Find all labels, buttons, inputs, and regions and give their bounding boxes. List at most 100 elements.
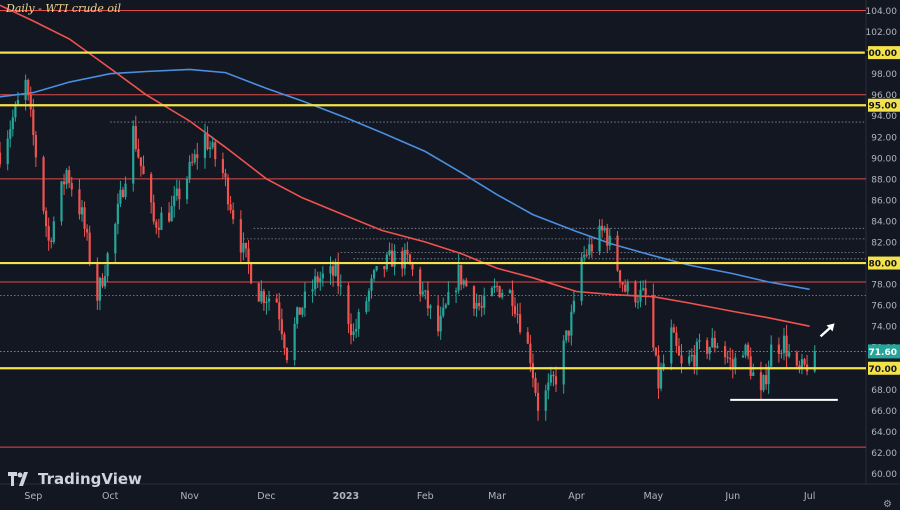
candle-body: [16, 99, 20, 105]
candle-body: [693, 355, 696, 367]
candle-body: [603, 227, 606, 231]
candle-body: [283, 334, 286, 349]
candle-body: [424, 290, 427, 292]
candle-body: [639, 289, 642, 302]
candle-body: [157, 227, 160, 230]
candle-body: [262, 291, 265, 304]
candle-body: [137, 149, 140, 158]
candle-body: [101, 277, 104, 287]
candle-body: [657, 355, 660, 389]
candle-body: [498, 286, 501, 298]
candle-body: [298, 307, 301, 315]
candle-body: [747, 344, 750, 357]
candle-body: [437, 305, 440, 332]
candle-body: [185, 178, 189, 200]
y-tick-label: 68.00: [871, 386, 897, 396]
candle-body: [132, 125, 135, 184]
candle-body: [68, 170, 71, 184]
candle-body: [547, 382, 550, 391]
candle-body: [734, 357, 737, 368]
candle-body: [339, 285, 342, 287]
candle-body: [570, 311, 573, 336]
candle-body: [32, 109, 35, 135]
candle-body: [544, 390, 547, 411]
candle-body: [249, 263, 253, 284]
candle-body: [221, 159, 225, 174]
tradingview-logo: TradingView: [8, 470, 142, 488]
candle-body: [465, 280, 468, 287]
candle-body: [785, 335, 788, 357]
candle-body: [9, 129, 12, 139]
candle-body: [280, 319, 283, 335]
candle-body: [764, 375, 768, 385]
candle-body: [672, 327, 675, 333]
candle-body: [42, 157, 45, 211]
candle-body: [601, 225, 604, 231]
x-tick-label: Jun: [724, 491, 740, 502]
x-tick-label: Dec: [257, 491, 275, 502]
candle-body: [508, 290, 511, 294]
candle-body: [588, 244, 591, 255]
candle-body: [121, 189, 125, 197]
candle-body: [301, 307, 304, 315]
x-tick-label: Sep: [24, 491, 42, 502]
candle-body: [65, 170, 68, 185]
candle-body: [457, 265, 460, 291]
y-tick-label: 78.00: [871, 281, 897, 291]
annotation-arrowhead-icon: [826, 323, 835, 332]
y-tick-label: 74.00: [871, 323, 897, 333]
level-badge-label: 100.00: [862, 49, 897, 59]
candle-body: [78, 189, 81, 215]
candle-body: [331, 266, 335, 276]
candle-body: [403, 249, 406, 269]
candle-body: [229, 204, 232, 211]
candle-body: [83, 207, 86, 229]
level-badge-label: 80.00: [869, 260, 897, 270]
y-tick-label: 96.00: [871, 91, 897, 101]
candle-body: [516, 313, 519, 315]
candle-body: [490, 287, 494, 296]
candle-body: [134, 125, 137, 150]
level-badge: [868, 46, 900, 60]
candle-body: [150, 174, 153, 203]
settings-gear-icon[interactable]: ⚙: [883, 499, 892, 510]
candle-body: [454, 290, 458, 293]
candle-body: [475, 302, 478, 309]
candle-body: [242, 242, 245, 253]
candle-body: [552, 374, 555, 377]
candle-body: [716, 346, 719, 348]
candles-group: [0, 74, 816, 421]
candle-body: [767, 366, 770, 385]
x-tick-label: Feb: [417, 491, 434, 502]
candle-body: [549, 374, 552, 383]
candle-body: [741, 355, 745, 358]
candle-body: [349, 323, 353, 336]
brand-name: TradingView: [38, 470, 142, 488]
candle-body: [224, 173, 227, 178]
candle-body: [265, 301, 268, 304]
y-tick-label: 66.00: [871, 407, 897, 417]
candle-body: [267, 298, 271, 302]
candle-body: [86, 228, 89, 233]
candle-body: [534, 377, 537, 393]
candle-body: [460, 265, 463, 285]
candle-body: [777, 344, 780, 354]
chart-title: Daily - WTI crude oil: [6, 2, 122, 15]
candle-body: [124, 183, 127, 197]
candle-body: [519, 314, 522, 333]
candle-body: [372, 270, 376, 279]
candle-body: [203, 133, 207, 159]
candle-body: [780, 352, 783, 354]
current-price-label: 71.60: [869, 348, 897, 358]
y-tick-label: 86.00: [871, 196, 897, 206]
candle-body: [562, 340, 565, 385]
tradingview-logo-icon: [8, 472, 28, 486]
candle-body: [723, 346, 727, 358]
candle-body: [62, 181, 66, 185]
candle-body: [367, 290, 371, 302]
candle-body: [618, 270, 622, 283]
candle-body: [321, 273, 324, 279]
x-tick-label: Mar: [488, 491, 506, 502]
y-tick-label: 60.00: [871, 470, 897, 480]
